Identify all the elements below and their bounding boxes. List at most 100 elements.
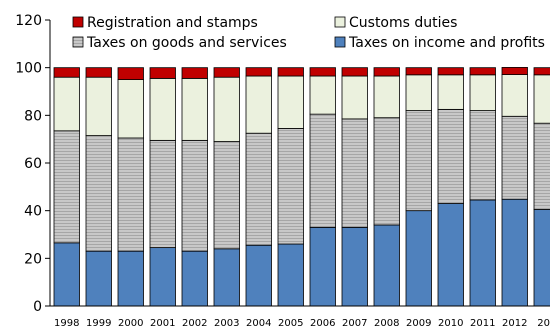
bar-segment-taxes-on-income-and-profits-2003 (213, 248, 240, 307)
bar-segment-registration-and-stamps-2013 (533, 67, 550, 76)
bar-segment-registration-and-stamps-1998 (53, 67, 80, 78)
bar-segment-taxes-on-income-and-profits-2001 (149, 247, 176, 307)
bar-segment-registration-and-stamps-2009 (405, 67, 432, 76)
legend-swatch (72, 16, 84, 28)
bar-segment-customs-duties-2008 (373, 75, 400, 119)
legend-swatch (334, 16, 346, 28)
bar-segment-registration-and-stamps-2001 (149, 67, 176, 79)
bar-segment-registration-and-stamps-2004 (245, 67, 272, 77)
x-tick-label: 2009 (406, 318, 431, 329)
bar-segment-customs-duties-1998 (53, 76, 80, 132)
x-tick-label: 2006 (310, 318, 335, 329)
bar-segment-taxes-on-goods-and-services-2013 (533, 122, 550, 210)
x-tick-label: 2005 (278, 318, 303, 329)
bar-segment-customs-duties-2007 (341, 75, 368, 120)
x-tick-label: 2008 (374, 318, 399, 329)
bar-segment-taxes-on-income-and-profits-2000 (117, 250, 144, 307)
x-tick-label: 2002 (182, 318, 207, 329)
y-tick-label: 0 (33, 299, 42, 315)
bar-segment-taxes-on-goods-and-services-2009 (405, 110, 432, 212)
x-axis: 1998 1999 2000 2001 2002 2003 2004 2005 2006 2007… (50, 305, 550, 329)
bar-segment-taxes-on-goods-and-services-2006 (309, 113, 336, 228)
bar-segment-registration-and-stamps-2006 (309, 67, 336, 77)
legend-swatch (72, 36, 84, 48)
bar-segment-registration-and-stamps-2008 (373, 67, 400, 77)
bar-segment-taxes-on-income-and-profits-2012 (501, 198, 528, 307)
bar-segment-customs-duties-2013 (533, 74, 550, 124)
y-tick-label: 100 (15, 61, 42, 77)
bar-segment-taxes-on-goods-and-services-2002 (181, 139, 208, 252)
bar-segment-taxes-on-goods-and-services-1998 (53, 130, 80, 244)
legend-swatch (334, 36, 346, 48)
bar-segment-customs-duties-2004 (245, 75, 272, 134)
y-tick-label: 60 (24, 156, 42, 172)
bar-segment-customs-duties-2006 (309, 75, 336, 115)
legend-label: Taxes on income and profits (348, 35, 545, 51)
plot-area (53, 67, 550, 307)
bar-segment-customs-duties-2009 (405, 74, 432, 111)
bar-segment-registration-and-stamps-1999 (85, 67, 112, 78)
legend: Registration and stamps Customs duties Tax… (72, 15, 545, 51)
bar-segment-taxes-on-income-and-profits-1999 (85, 250, 112, 307)
bar-segment-taxes-on-goods-and-services-1999 (85, 135, 112, 252)
bar-segment-customs-duties-2000 (117, 79, 144, 139)
bar-segment-registration-and-stamps-2002 (181, 67, 208, 79)
x-tick-label: 1999 (86, 318, 111, 329)
bar-segment-taxes-on-goods-and-services-2008 (373, 117, 400, 226)
legend-label: Customs duties (349, 15, 457, 31)
bar-segment-taxes-on-income-and-profits-2007 (341, 226, 368, 307)
bar-segment-taxes-on-income-and-profits-2002 (181, 250, 208, 307)
bar-segment-taxes-on-goods-and-services-2003 (213, 141, 240, 250)
bar-segment-customs-duties-2001 (149, 77, 176, 141)
bar-segment-taxes-on-income-and-profits-2013 (533, 209, 550, 307)
x-tick-label: 2003 (214, 318, 239, 329)
x-tick-label: 2007 (342, 318, 367, 329)
bar-segment-taxes-on-goods-and-services-2001 (149, 139, 176, 249)
bar-segment-taxes-on-income-and-profits-2005 (277, 243, 304, 307)
bar-segment-taxes-on-goods-and-services-2011 (469, 110, 496, 201)
bar-segment-taxes-on-goods-and-services-2004 (245, 132, 272, 246)
x-tick-label: 2010 (438, 318, 463, 329)
bar-segment-customs-duties-1999 (85, 76, 112, 136)
bar-segment-registration-and-stamps-2012 (501, 67, 528, 75)
bar-segment-registration-and-stamps-2007 (341, 67, 368, 77)
bar-segment-taxes-on-goods-and-services-2005 (277, 128, 304, 245)
bar-segment-customs-duties-2005 (277, 75, 304, 129)
bar-segment-registration-and-stamps-2003 (213, 67, 240, 78)
legend-label: Registration and stamps (87, 15, 258, 31)
bar-segment-customs-duties-2010 (437, 74, 464, 110)
x-tick-label: 2000 (118, 318, 143, 329)
bar-segment-taxes-on-goods-and-services-2007 (341, 118, 368, 228)
bar-segment-registration-and-stamps-2011 (469, 67, 496, 76)
x-tick-label: 2011 (470, 318, 495, 329)
bar-segment-customs-duties-2011 (469, 74, 496, 111)
bar-segment-taxes-on-goods-and-services-2010 (437, 108, 464, 204)
bar-segment-taxes-on-income-and-profits-1998 (53, 242, 80, 307)
bar-segment-registration-and-stamps-2005 (277, 67, 304, 77)
x-tick-label: 2012 (502, 318, 527, 329)
bar-segment-taxes-on-goods-and-services-2000 (117, 137, 144, 252)
bar-segment-customs-duties-2003 (213, 76, 240, 142)
bar-segment-registration-and-stamps-2000 (117, 67, 144, 80)
x-tick-label: 201 (537, 318, 550, 329)
bar-segment-taxes-on-income-and-profits-2011 (469, 199, 496, 307)
bar-segment-taxes-on-income-and-profits-2008 (373, 224, 400, 307)
bar-segment-registration-and-stamps-2010 (437, 67, 464, 76)
bar-segment-customs-duties-2002 (181, 77, 208, 141)
bar-segment-customs-duties-2012 (501, 74, 528, 117)
bar-segment-taxes-on-income-and-profits-2004 (245, 244, 272, 307)
y-tick-label: 120 (15, 13, 42, 29)
legend-label: Taxes on goods and services (86, 35, 287, 51)
bar-segment-taxes-on-income-and-profits-2009 (405, 210, 432, 307)
y-axis: 0 20 40 60 80 100 120 (15, 13, 51, 315)
x-tick-label: 1998 (54, 318, 79, 329)
x-tick-label: 2001 (150, 318, 175, 329)
y-tick-label: 40 (24, 204, 42, 220)
y-tick-label: 20 (24, 251, 42, 267)
bar-segment-taxes-on-income-and-profits-2006 (309, 226, 336, 307)
bar-segment-taxes-on-goods-and-services-2012 (501, 115, 528, 200)
bar-segment-taxes-on-income-and-profits-2010 (437, 203, 464, 307)
y-tick-label: 80 (24, 108, 42, 124)
x-tick-label: 2004 (246, 318, 271, 329)
